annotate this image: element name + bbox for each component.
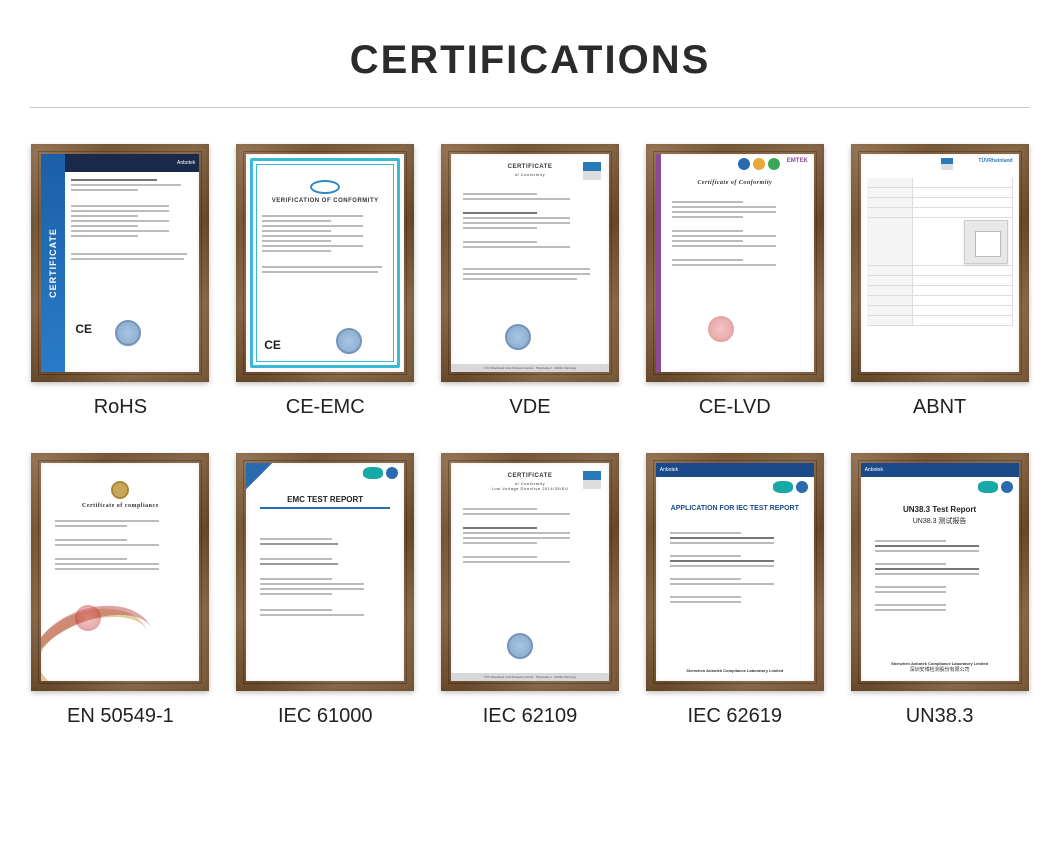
topbar-brand: Anbotek: [660, 467, 678, 473]
badges-row: [363, 467, 398, 479]
doc-body: [262, 212, 388, 276]
cert-frame: VERIFICATION OF CONFORMITY CE: [236, 144, 414, 382]
doc-header: VERIFICATION OF CONFORMITY: [246, 180, 404, 204]
doc-footer: Shenzhen Anbotek Compliance Laboratory L…: [861, 661, 1019, 673]
cert-document: Anbotek UN38.3 Test Report UN38.3 测试报告: [861, 463, 1019, 681]
doc-table: [867, 178, 1013, 366]
badges-row: [978, 481, 1013, 493]
cert-label: IEC 61000: [278, 691, 373, 746]
cert-label: CE-EMC: [286, 382, 365, 437]
cert-cell-vde: CERTIFICATE of Conformity: [440, 144, 621, 437]
cert-cell-un383: Anbotek UN38.3 Test Report UN38.3 测试报告: [849, 453, 1030, 746]
cert-document: VERIFICATION OF CONFORMITY CE: [246, 154, 404, 372]
corner-triangle-icon: [246, 463, 272, 489]
doc-topbar: Anbotek: [65, 154, 199, 172]
cert-frame: CERTIFICATE of Conformity Low Voltage Di…: [441, 453, 619, 691]
page-title: CERTIFICATIONS: [30, 0, 1030, 107]
tuv-logo-icon: [941, 158, 953, 170]
doc-body: [875, 537, 1005, 614]
cert-document: CERTIFICATE of Conformity: [451, 154, 609, 372]
cert-frame: Anbotek APPLICATION FOR IEC TEST REPORT: [646, 453, 824, 691]
badges-row: [773, 481, 808, 493]
tuv-logo-icon: [583, 162, 601, 180]
cert-cell-iec62109: CERTIFICATE of Conformity Low Voltage Di…: [440, 453, 621, 746]
doc-header: Certificate of compliance: [41, 481, 199, 509]
stamp-icon: [336, 328, 362, 354]
vertical-strip: CERTIFICATE: [41, 154, 65, 372]
cert-document: Certificate of compliance: [41, 463, 199, 681]
cert-cell-ce-lvd: EMTEK Certificate of Conformity: [644, 144, 825, 437]
cert-cell-abnt: TÜVRheinland: [849, 144, 1030, 437]
vertical-strip-text: CERTIFICATE: [48, 228, 58, 298]
cert-frame: CERTIFICATE Anbotek: [31, 144, 209, 382]
badges-row: EMTEK: [738, 158, 808, 170]
stamp-icon: [505, 324, 531, 350]
cert-label: VDE: [509, 382, 550, 437]
tuv-logo-icon: [583, 471, 601, 489]
title-divider: [30, 107, 1030, 108]
stamp-icon: [507, 633, 533, 659]
ce-mark: CE: [264, 338, 281, 352]
cert-frame: TÜVRheinland: [851, 144, 1029, 382]
cert-frame: EMC TEST REPORT: [236, 453, 414, 691]
cert-document: Anbotek APPLICATION FOR IEC TEST REPORT: [656, 463, 814, 681]
doc-topbar: Anbotek: [656, 463, 814, 477]
cert-document: CERTIFICATE of Conformity Low Voltage Di…: [451, 463, 609, 681]
badge-icon: [753, 158, 765, 170]
doc-body: [260, 535, 390, 619]
badge-icon: [386, 467, 398, 479]
topbar-brand: Anbotek: [865, 467, 883, 473]
doc-body: [463, 505, 597, 566]
stamp-icon: [708, 316, 734, 342]
cert-cell-iec61000: EMC TEST REPORT IEC 61000: [235, 453, 416, 746]
badge-icon: [978, 481, 998, 493]
doc-header: UN38.3 Test Report UN38.3 测试报告: [861, 505, 1019, 526]
cert-document: EMC TEST REPORT: [246, 463, 404, 681]
brand-text: TÜVRheinland: [978, 158, 1012, 164]
cert-label: ABNT: [913, 382, 966, 437]
cert-frame: Anbotek UN38.3 Test Report UN38.3 测试报告: [851, 453, 1029, 691]
badge-icon: [1001, 481, 1013, 493]
cert-document: CERTIFICATE Anbotek: [41, 154, 199, 372]
cert-cell-iec62619: Anbotek APPLICATION FOR IEC TEST REPORT: [644, 453, 825, 746]
topbar-brand: Anbotek: [177, 160, 195, 166]
doc-footer: TÜV Rheinland LGA Products GmbH · Tillys…: [451, 673, 609, 681]
doc-header: Certificate of Conformity: [656, 180, 814, 186]
brand-text: EMTEK: [787, 158, 808, 170]
cert-cell-en50549: Certificate of compliance EN 50549: [30, 453, 211, 746]
cert-frame: Certificate of compliance: [31, 453, 209, 691]
doc-header: EMC TEST REPORT: [246, 495, 404, 509]
badge-icon: [773, 481, 793, 493]
page-container: CERTIFICATIONS CERTIFICATE Anbotek: [0, 0, 1060, 746]
doc-topbar: Anbotek: [861, 463, 1019, 477]
cert-cell-rohs: CERTIFICATE Anbotek: [30, 144, 211, 437]
doc-body: [463, 190, 597, 283]
swoosh-red-icon: [41, 588, 169, 681]
cert-label: EN 50549-1: [67, 691, 174, 746]
purple-side-strip: [656, 154, 661, 372]
cert-document: TÜVRheinland: [861, 154, 1019, 372]
doc-footer: TÜV Rheinland LGA Products GmbH · Tillys…: [451, 364, 609, 372]
cert-label: RoHS: [94, 382, 147, 437]
cert-frame: CERTIFICATE of Conformity: [441, 144, 619, 382]
doc-body: [55, 517, 185, 573]
cert-label: IEC 62109: [483, 691, 578, 746]
doc-body: [672, 198, 802, 269]
certifications-grid: CERTIFICATE Anbotek: [30, 144, 1030, 746]
ce-mark: CE: [75, 322, 92, 336]
cert-frame: EMTEK Certificate of Conformity: [646, 144, 824, 382]
badge-icon: [363, 467, 383, 479]
badge-icon: [768, 158, 780, 170]
doc-footer: Shenzhen Anbotek Compliance Laboratory L…: [656, 668, 814, 673]
cert-label: CE-LVD: [699, 382, 771, 437]
cert-document: EMTEK Certificate of Conformity: [656, 154, 814, 372]
cert-cell-ce-emc: VERIFICATION OF CONFORMITY CE CE-: [235, 144, 416, 437]
product-photo: [964, 220, 1008, 264]
cert-label: UN38.3: [906, 691, 974, 746]
doc-header: APPLICATION FOR IEC TEST REPORT: [656, 505, 814, 513]
badge-icon: [796, 481, 808, 493]
cert-label: IEC 62619: [688, 691, 783, 746]
doc-body: [670, 529, 800, 606]
badge-icon: [738, 158, 750, 170]
